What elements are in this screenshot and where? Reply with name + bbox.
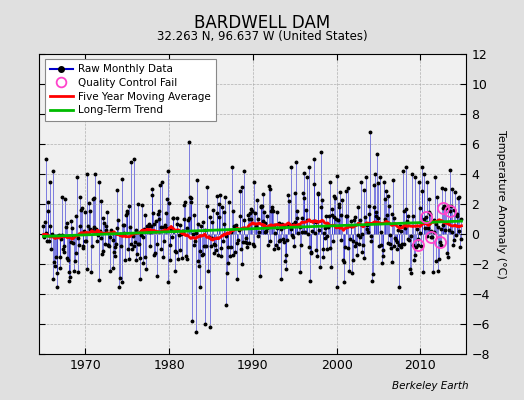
- Text: BARDWELL DAM: BARDWELL DAM: [194, 14, 330, 32]
- Text: Berkeley Earth: Berkeley Earth: [392, 381, 469, 391]
- Legend: Raw Monthly Data, Quality Control Fail, Five Year Moving Average, Long-Term Tren: Raw Monthly Data, Quality Control Fail, …: [45, 59, 216, 120]
- Text: 32.263 N, 96.637 W (United States): 32.263 N, 96.637 W (United States): [157, 30, 367, 43]
- Y-axis label: Temperature Anomaly (°C): Temperature Anomaly (°C): [496, 130, 506, 278]
